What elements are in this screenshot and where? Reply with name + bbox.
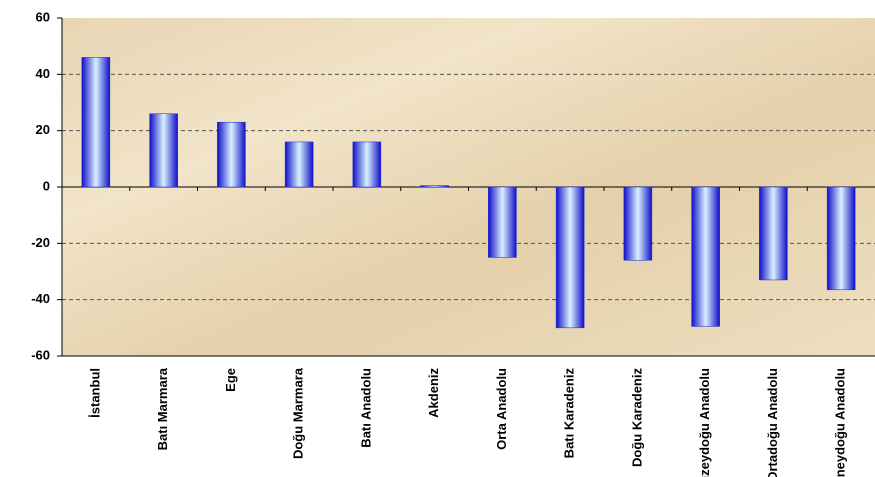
- bar: [81, 57, 111, 188]
- x-tick-label: Ortadoğu Anadolu: [765, 368, 780, 477]
- y-tick-label: 20: [36, 122, 50, 137]
- y-tick-label: 0: [43, 178, 50, 193]
- y-tick-label: -60: [31, 347, 50, 362]
- y-tick-label: 40: [36, 66, 50, 81]
- x-tick-label: Ege: [223, 368, 238, 392]
- x-tick-label: Batı Marmara: [155, 367, 170, 450]
- x-tick-label: İstanbul: [87, 368, 102, 418]
- bar: [352, 141, 382, 188]
- x-tick-label: Kuzeydoğu Anadolu: [697, 368, 712, 477]
- x-tick-label: Doğu Karadeniz: [629, 368, 644, 467]
- x-tick-label: Orta Anadolu: [494, 368, 509, 450]
- bar: [217, 121, 246, 188]
- y-tick-label: -40: [31, 291, 50, 306]
- x-tick-label: Doğu Marmara: [291, 367, 306, 459]
- bar: [420, 185, 449, 188]
- bar: [149, 113, 178, 188]
- y-tick-label: -20: [31, 235, 50, 250]
- x-tick-label: Akdeniz: [426, 368, 441, 418]
- x-tick-label: Güneydoğu Anadolu: [833, 368, 848, 477]
- x-tick-label: Batı Anadolu: [358, 368, 373, 448]
- y-tick-label: 60: [36, 9, 50, 24]
- bar: [623, 186, 653, 261]
- bar: [826, 186, 856, 291]
- x-tick-label: Batı Karadeniz: [562, 368, 577, 459]
- bar: [555, 186, 585, 329]
- bar: [691, 186, 720, 327]
- bar: [488, 186, 517, 258]
- bar: [284, 141, 314, 188]
- bar: [759, 186, 788, 281]
